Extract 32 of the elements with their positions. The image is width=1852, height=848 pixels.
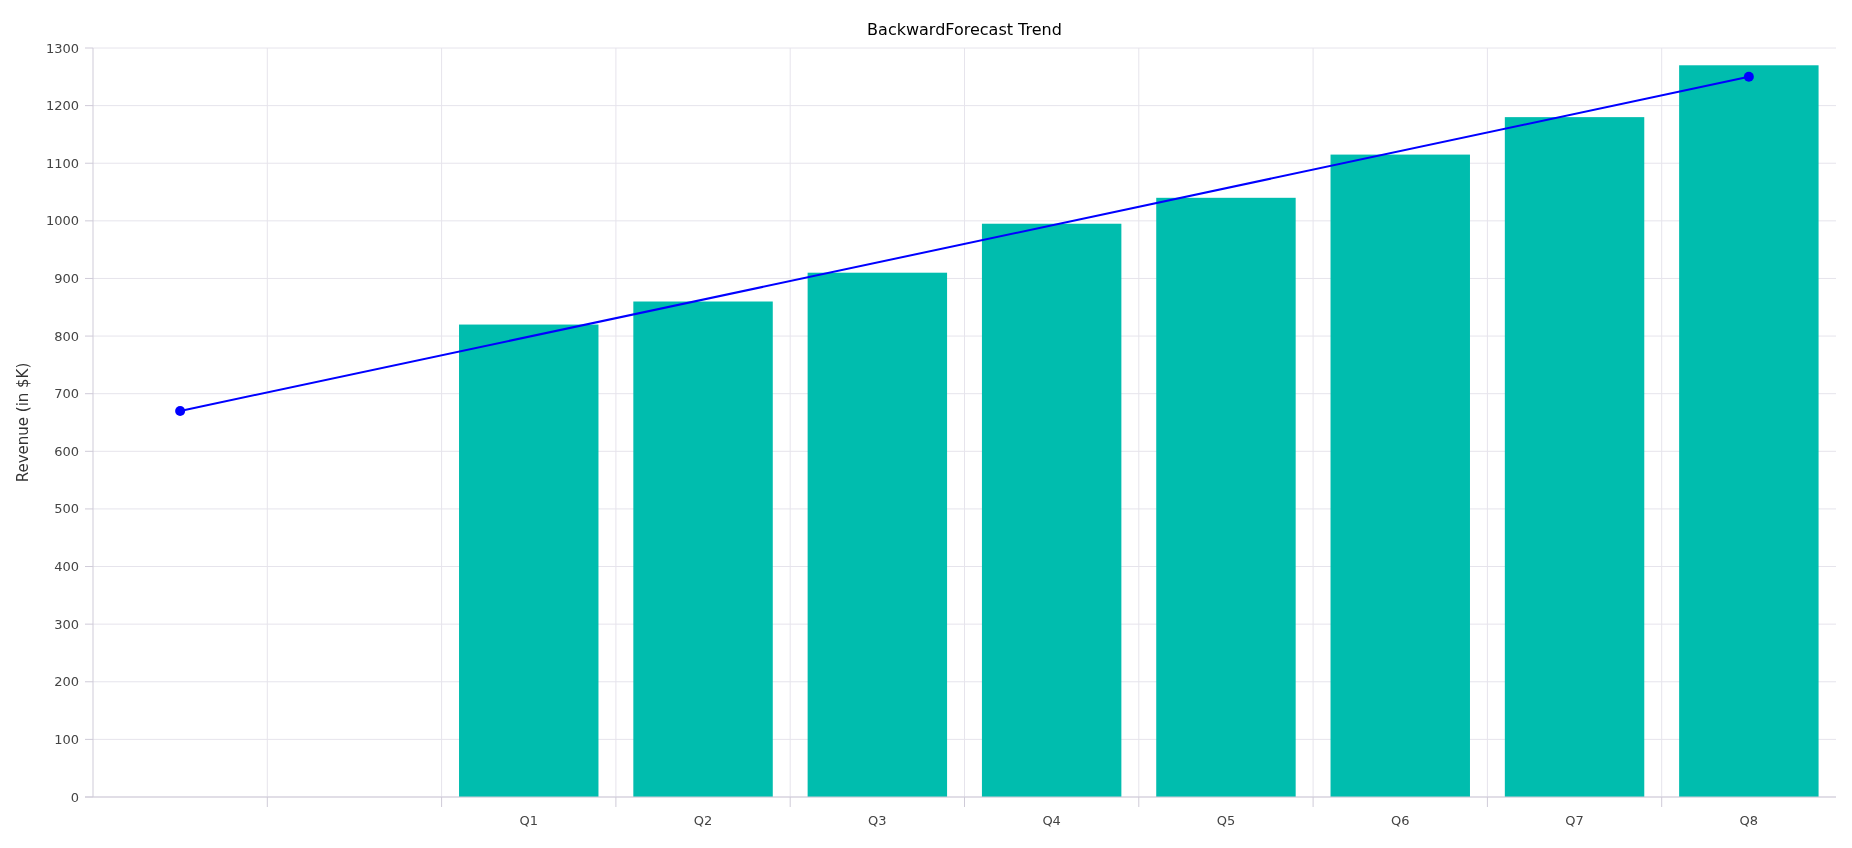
y-tick-label: 600 [54,443,79,459]
y-tick-label: 1000 [45,213,79,229]
bar [807,272,948,797]
y-tick-label: 1300 [45,40,79,56]
x-tick-label: Q7 [1565,813,1584,828]
y-tick-label: 1100 [45,155,79,171]
bar [1330,154,1470,797]
y-tick-label: 100 [54,731,79,747]
y-axis-title: Revenue (in $K) [14,362,32,483]
bar [1679,65,1819,797]
y-tick-label: 900 [54,271,79,287]
x-tick-label: Q5 [1216,813,1236,828]
x-tick-label: Q8 [1739,813,1759,828]
bar [633,301,773,797]
y-tick-label: 400 [54,559,79,575]
bar [459,324,599,797]
y-tick-label: 1200 [45,98,79,114]
y-tick-label: 0 [70,789,79,805]
x-tick-label: Q3 [868,813,887,828]
y-tick-label: 700 [54,386,79,402]
chart-title: BackwardForecast Trend [867,20,1062,39]
y-tick-label: 800 [54,328,79,344]
bar [1156,197,1296,797]
x-tick-label: Q4 [1042,813,1061,828]
x-tick-label: Q1 [519,813,539,828]
x-tick-label: Q6 [1390,813,1410,828]
y-tick-label: 200 [54,674,79,690]
bar [1504,117,1645,797]
bar [981,223,1122,797]
x-tick-label: Q2 [693,813,713,828]
y-tick-label: 300 [54,616,79,632]
y-tick-label: 500 [54,501,79,517]
